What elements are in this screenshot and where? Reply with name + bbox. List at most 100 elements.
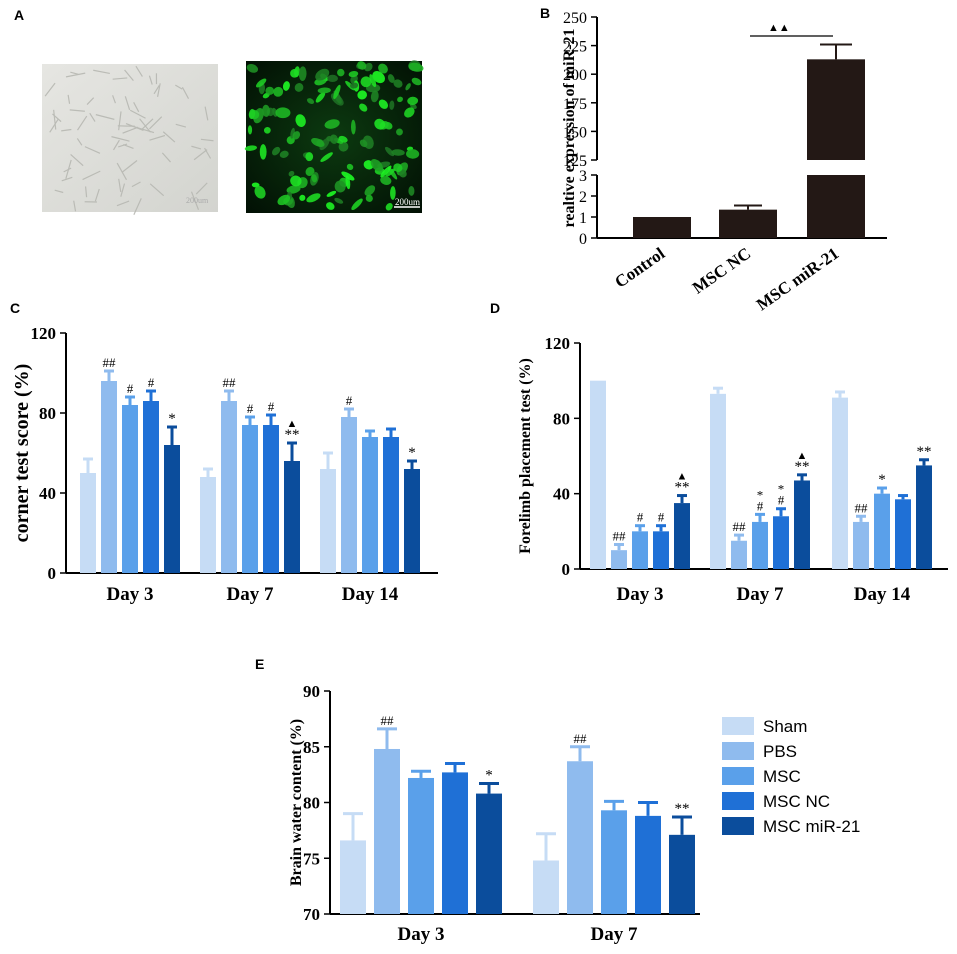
y-axis-label: realtive expression of miR-21	[561, 29, 578, 228]
cell-mark	[95, 114, 115, 120]
cell-mark	[67, 94, 71, 104]
bar	[611, 550, 627, 569]
cell-mark	[153, 85, 160, 95]
significance-label: **	[675, 480, 690, 496]
legend: Sham PBS MSC MSC NC MSC miR-21	[722, 717, 860, 836]
fluorescent-cell	[357, 61, 367, 70]
cell-mark	[111, 136, 130, 142]
triangle-marker: ▲	[287, 418, 298, 430]
fluorescent-cell	[366, 83, 381, 93]
fluorescent-cell	[330, 134, 338, 144]
cell-mark	[118, 178, 122, 193]
y-tick-label: 40	[39, 484, 56, 503]
fluorescent-cell	[378, 99, 389, 109]
cell-mark	[70, 71, 79, 75]
cell-mark	[175, 123, 187, 128]
bar	[408, 777, 434, 914]
cell-mark	[49, 118, 59, 133]
cell-mark	[65, 72, 86, 78]
y-tick-label: 0	[562, 560, 571, 579]
significance-label: ##	[574, 731, 588, 746]
x-category-label: Day 3	[107, 584, 154, 605]
bar	[80, 473, 96, 573]
significance-label: ##	[733, 519, 747, 534]
cell-mark	[94, 188, 100, 202]
fluorescent-cell	[346, 163, 354, 171]
legend-label: MSC miR-21	[763, 817, 860, 836]
y-tick-label: 70	[303, 905, 320, 924]
cell-mark	[112, 139, 120, 151]
fluorescent-cell	[385, 168, 396, 177]
cell-mark	[63, 167, 72, 173]
significance-label: ##	[103, 355, 117, 370]
y-tick-label: 2	[579, 189, 587, 206]
fluorescent-cell	[254, 185, 266, 199]
bar	[632, 531, 648, 569]
cell-mark	[156, 83, 161, 98]
bar	[284, 461, 300, 573]
y-axis-label: corner test score (%)	[11, 364, 33, 543]
significance-label: #	[757, 498, 764, 513]
significance-label: *	[878, 472, 886, 488]
fluorescent-cell	[405, 83, 411, 91]
bar	[674, 503, 690, 569]
cell-mark	[191, 145, 202, 150]
cell-mark	[148, 75, 153, 85]
fluorescent-cell	[326, 202, 335, 210]
fluorescent-cell	[334, 197, 344, 204]
bar	[374, 748, 400, 914]
bar	[567, 761, 593, 914]
cell-mark	[193, 149, 208, 161]
bar	[874, 493, 890, 569]
legend-label: MSC	[763, 767, 801, 786]
brightfield-micrograph	[42, 64, 218, 216]
fluorescent-cell	[408, 185, 415, 196]
fluorescent-cell	[256, 78, 267, 88]
fluorescent-cell	[315, 92, 326, 103]
fluorescent-cell	[263, 126, 271, 134]
fluorescent-cell	[380, 175, 392, 185]
bar	[383, 437, 399, 573]
significance-label: *	[778, 482, 785, 497]
fluorescent-cell	[364, 62, 373, 72]
fluorescent-cell	[292, 131, 301, 140]
significance-label: **	[675, 801, 690, 817]
cell-mark	[149, 183, 165, 197]
cell-mark	[120, 183, 126, 197]
bar	[653, 531, 669, 569]
y-axis-label: Forelimb placement test (%)	[517, 358, 534, 554]
triangle-marker: ▲	[797, 450, 808, 462]
y-tick-label: 40	[553, 485, 570, 504]
y-tick-label: 1	[579, 210, 587, 227]
bar	[242, 425, 258, 573]
cell-mark	[133, 102, 140, 113]
fluorescent-cell	[286, 185, 301, 194]
bar	[832, 397, 848, 569]
cell-mark	[124, 69, 134, 82]
legend-swatch	[722, 817, 754, 835]
cell-mark	[77, 115, 88, 131]
x-category-label: Day 7	[227, 584, 274, 605]
fluorescent-cell	[385, 146, 395, 157]
y-tick-label: 75	[303, 849, 320, 868]
cell-mark	[53, 109, 57, 130]
cell-mark	[118, 111, 122, 131]
fluorescent-cell	[294, 66, 300, 78]
significance-label: #	[346, 393, 353, 408]
fluorescent-cell	[282, 81, 290, 91]
fluorescent-cell	[380, 165, 392, 178]
panel-e-chart: 70 75 80 85 90 ## * Day 3 ## ** Day 7 Brain water c…	[288, 682, 700, 945]
fluorescent-cell	[277, 194, 291, 206]
cell-mark	[122, 126, 139, 134]
fluorescent-cell	[364, 185, 376, 196]
significance-label: #	[778, 493, 785, 508]
scale-bar-label-right: 200um	[395, 197, 420, 207]
significance-label: #	[637, 510, 644, 525]
cell-mark	[116, 162, 128, 181]
bar	[164, 445, 180, 573]
y-tick-label: 120	[31, 324, 57, 343]
cell-mark	[161, 152, 171, 163]
x-category-label: Day 14	[854, 584, 911, 605]
cell-mark	[82, 170, 101, 181]
